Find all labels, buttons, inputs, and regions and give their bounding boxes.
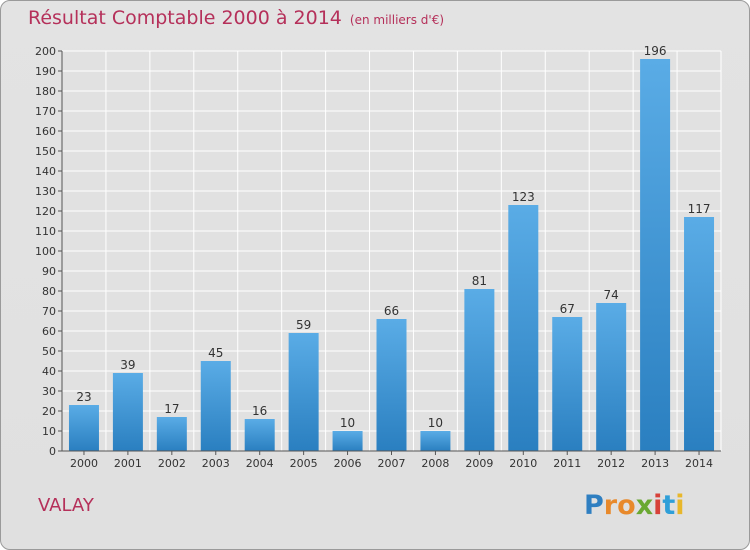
data-label: 66 (384, 304, 399, 318)
y-tick-label: 90 (42, 265, 56, 278)
bar-2006 (332, 431, 363, 451)
y-tick-label: 150 (35, 145, 56, 158)
y-tick-label: 170 (35, 105, 56, 118)
data-label: 67 (560, 302, 575, 316)
y-tick-label: 60 (42, 325, 56, 338)
data-label: 74 (604, 288, 619, 302)
bar-2002 (156, 417, 187, 451)
unit-text: (en milliers d'€) (349, 13, 445, 27)
y-tick-label: 110 (35, 225, 56, 238)
y-tick-label: 20 (42, 405, 56, 418)
bar-2008 (420, 431, 451, 451)
x-tick-label: 2005 (290, 457, 318, 470)
data-label: 59 (296, 318, 311, 332)
title-text: Résultat Comptable 2000 à 2014 (28, 7, 342, 29)
logo-letter: r (603, 490, 618, 521)
bar-2004 (244, 419, 275, 451)
y-tick-label: 140 (35, 165, 56, 178)
data-label: 17 (164, 402, 179, 416)
bar-2012 (596, 303, 627, 451)
data-label: 10 (340, 416, 355, 430)
data-label: 123 (512, 190, 535, 204)
data-label: 196 (644, 44, 667, 58)
y-tick-label: 130 (35, 185, 56, 198)
bar-2007 (376, 319, 407, 451)
x-tick-label: 2004 (246, 457, 274, 470)
data-label: 45 (208, 346, 223, 360)
y-tick-label: 10 (42, 425, 56, 438)
x-tick-label: 2012 (597, 457, 625, 470)
x-tick-label: 2009 (465, 457, 493, 470)
bar-2011 (552, 317, 583, 451)
logo-letter: i (653, 490, 663, 521)
data-label: 117 (688, 202, 711, 216)
data-label: 23 (76, 390, 91, 404)
y-tick-label: 200 (35, 45, 56, 58)
data-label: 39 (120, 358, 135, 372)
x-tick-label: 2007 (378, 457, 406, 470)
x-tick-label: 2014 (685, 457, 713, 470)
bar-2009 (464, 289, 495, 451)
bar-2003 (200, 361, 231, 451)
bar-2013 (640, 59, 671, 451)
proxiti-logo[interactable]: Proxiti (584, 490, 685, 521)
y-tick-label: 80 (42, 285, 56, 298)
x-tick-label: 2002 (158, 457, 186, 470)
data-label: 10 (428, 416, 443, 430)
x-tick-label: 2010 (509, 457, 537, 470)
data-label: 81 (472, 274, 487, 288)
y-tick-label: 30 (42, 385, 56, 398)
y-tick-label: 50 (42, 345, 56, 358)
logo-letter: x (635, 490, 654, 521)
data-label: 16 (252, 404, 267, 418)
y-tick-label: 100 (35, 245, 56, 258)
chart-title: Résultat Comptable 2000 à 2014 (en millie… (28, 7, 444, 29)
bar-2001 (112, 373, 143, 451)
bar-2005 (288, 333, 319, 451)
logo-letter: i (675, 490, 685, 521)
axes: 0 10 20 30 40 50 60 70 80 90 100 110 120 130 140 150 160… (35, 45, 721, 470)
x-tick-label: 2013 (641, 457, 669, 470)
logo-letter: t (662, 490, 676, 521)
y-tick-label: 40 (42, 365, 56, 378)
bars: 23 39 17 45 16 59 10 66 10 81 123 67 74 196 117 (68, 44, 715, 451)
y-tick-label: 160 (35, 125, 56, 138)
x-tick-label: 2008 (421, 457, 449, 470)
bar-2000 (68, 405, 99, 451)
x-tick-label: 2003 (202, 457, 230, 470)
x-tick-label: 2001 (114, 457, 142, 470)
bar-2014 (684, 217, 715, 451)
logo-letter: P (584, 490, 604, 521)
x-tick-label: 2011 (553, 457, 581, 470)
y-tick-label: 120 (35, 205, 56, 218)
logo-letter: o (617, 490, 636, 521)
commune-name: VALAY (38, 495, 94, 516)
y-tick-label: 0 (49, 445, 56, 458)
x-tick-label: 2000 (70, 457, 98, 470)
y-tick-label: 190 (35, 65, 56, 78)
x-tick-label: 2006 (334, 457, 362, 470)
y-tick-label: 180 (35, 85, 56, 98)
bar-2010 (508, 205, 539, 451)
y-tick-label: 70 (42, 305, 56, 318)
